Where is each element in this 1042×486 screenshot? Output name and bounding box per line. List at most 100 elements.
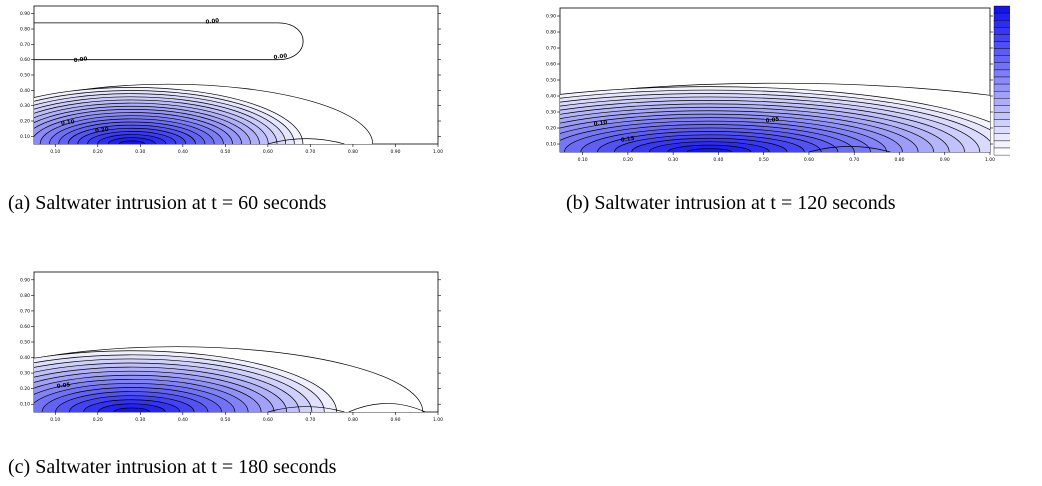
y-tick-label: 0.50 (20, 340, 30, 346)
x-tick-label: 0.80 (894, 157, 904, 163)
y-tick-label: 0.70 (20, 42, 30, 48)
contour-band (113, 407, 151, 412)
y-tick-label: 0.40 (20, 88, 30, 94)
contour-line (267, 406, 345, 412)
colorbar-swatch (993, 12, 1010, 21)
y-tick-label: 0.80 (546, 30, 556, 36)
y-tick-label: 0.70 (546, 46, 556, 52)
colorbar-swatch (993, 48, 1010, 56)
y-tick-label: 0.30 (546, 110, 556, 116)
caption-c: (c) Saltwater intrusion at t = 180 secon… (8, 456, 337, 478)
colorbar-swatch (993, 140, 1010, 149)
y-tick-label: 0.50 (546, 78, 556, 84)
x-tick-label: 0.60 (263, 417, 273, 423)
y-tick-label: 0.80 (20, 27, 30, 33)
colorbar-swatch (993, 27, 1010, 35)
y-tick-label: 0.90 (20, 277, 30, 283)
contour-label: 0.05 (765, 117, 779, 125)
contour-plot-b: 0.05 0.10 0.15 0.10 0.20 0.30 0.40 0.50 0.60 0.70… (546, 5, 1010, 163)
contour-label: 0.10 (593, 120, 607, 128)
contour-line (348, 403, 426, 412)
y-tick-label: 0.10 (546, 142, 556, 148)
plume-group (34, 83, 373, 144)
x-tick-label: 0.50 (220, 149, 230, 155)
y-tick-label: 0.80 (20, 293, 30, 299)
x-tick-label: 0.90 (390, 149, 400, 155)
y-tick-label: 0.20 (546, 126, 556, 132)
x-tick-label: 0.80 (348, 417, 358, 423)
contour-label: 0.00 (73, 56, 87, 64)
contour-label: 0.15 (621, 136, 635, 144)
contour-line (808, 146, 891, 152)
contour-plot-c: 0.05 0.10 0.20 0.30 0.40 0.50 0.60 0.70 0.80 0.90… (20, 271, 443, 423)
x-tick-label: 0.40 (178, 417, 188, 423)
contour-line (267, 138, 345, 144)
contour-label: 0.00 (273, 53, 287, 61)
plume-group (560, 82, 990, 152)
colorbar-swatch (993, 119, 1010, 127)
y-tick-label: 0.20 (20, 119, 30, 125)
y-tick-label: 0.20 (20, 386, 30, 392)
x-tick-label: 0.30 (135, 149, 145, 155)
x-tick-label: 0.60 (263, 149, 273, 155)
colorbar-swatch (993, 83, 1010, 92)
colorbar-swatch (993, 55, 1010, 64)
x-tick-label: 0.20 (93, 149, 103, 155)
colorbar-swatch (993, 69, 1010, 78)
y-tick-label: 0.10 (20, 402, 30, 408)
colorbar-swatch (993, 112, 1010, 120)
colorbar-swatch (993, 126, 1010, 134)
contour-label: 0.00 (205, 18, 219, 26)
contour-label: 0.20 (95, 127, 109, 135)
x-tick-label: 0.60 (804, 157, 814, 163)
x-tick-label: 1.00 (433, 417, 443, 423)
x-tick-label: 0.20 (623, 157, 633, 163)
colorbar-swatch (993, 41, 1010, 49)
y-tick-label: 0.90 (546, 14, 556, 20)
x-tick-label: 0.30 (135, 417, 145, 423)
contour-line (34, 22, 304, 61)
x-tick-label: 0.10 (50, 149, 60, 155)
y-tick-label: 0.10 (20, 134, 30, 140)
colorbar-swatch (993, 147, 1010, 156)
contour-band (686, 148, 733, 152)
x-tick-label: 0.40 (178, 149, 188, 155)
caption-a: (a) Saltwater intrusion at t = 60 second… (8, 192, 327, 214)
y-tick-label: 0.60 (20, 57, 30, 63)
colorbar-swatch (993, 133, 1010, 142)
colorbar-swatch (993, 98, 1010, 106)
colorbar-swatch (993, 62, 1010, 71)
colorbar-swatch (993, 76, 1010, 85)
contour-band (118, 140, 145, 144)
y-tick-label: 0.30 (20, 103, 30, 109)
y-tick-label: 0.50 (20, 73, 30, 79)
y-tick-label: 0.40 (546, 94, 556, 100)
x-tick-label: 0.20 (93, 417, 103, 423)
plume-group (34, 346, 426, 412)
x-tick-label: 0.90 (940, 157, 950, 163)
x-tick-label: 1.00 (433, 149, 443, 155)
x-tick-label: 0.40 (713, 157, 723, 163)
colorbar-swatch (993, 20, 1010, 28)
contour-label: 0.05 (56, 382, 70, 390)
colorbar-swatch (993, 90, 1010, 99)
x-tick-label: 0.90 (390, 417, 400, 423)
x-tick-label: 0.30 (668, 157, 678, 163)
y-tick-label: 0.60 (546, 62, 556, 68)
x-tick-label: 0.70 (849, 157, 859, 163)
x-tick-label: 0.50 (220, 417, 230, 423)
x-tick-label: 0.10 (578, 157, 588, 163)
colorbar-swatch (993, 5, 1010, 14)
caption-b: (b) Saltwater intrusion at t = 120 secon… (566, 192, 896, 214)
y-tick-label: 0.40 (20, 355, 30, 361)
contour-panel-a: 0.00 0.00 0.00 0.10 0.20 0.10 0.20 0.30 0.40 0.50… (0, 0, 520, 220)
contour-plot-a: 0.00 0.00 0.00 0.10 0.20 0.10 0.20 0.30 0.40 0.50… (20, 5, 443, 155)
x-tick-label: 1.00 (985, 157, 995, 163)
x-tick-label: 0.50 (759, 157, 769, 163)
y-tick-label: 0.70 (20, 308, 30, 314)
y-tick-label: 0.30 (20, 371, 30, 377)
y-tick-label: 0.60 (20, 324, 30, 330)
x-tick-label: 0.80 (348, 149, 358, 155)
contour-panel-b: 0.05 0.10 0.15 0.10 0.20 0.30 0.40 0.50 0.60 0.70… (530, 0, 1042, 220)
contour-label: 0.10 (61, 119, 75, 127)
